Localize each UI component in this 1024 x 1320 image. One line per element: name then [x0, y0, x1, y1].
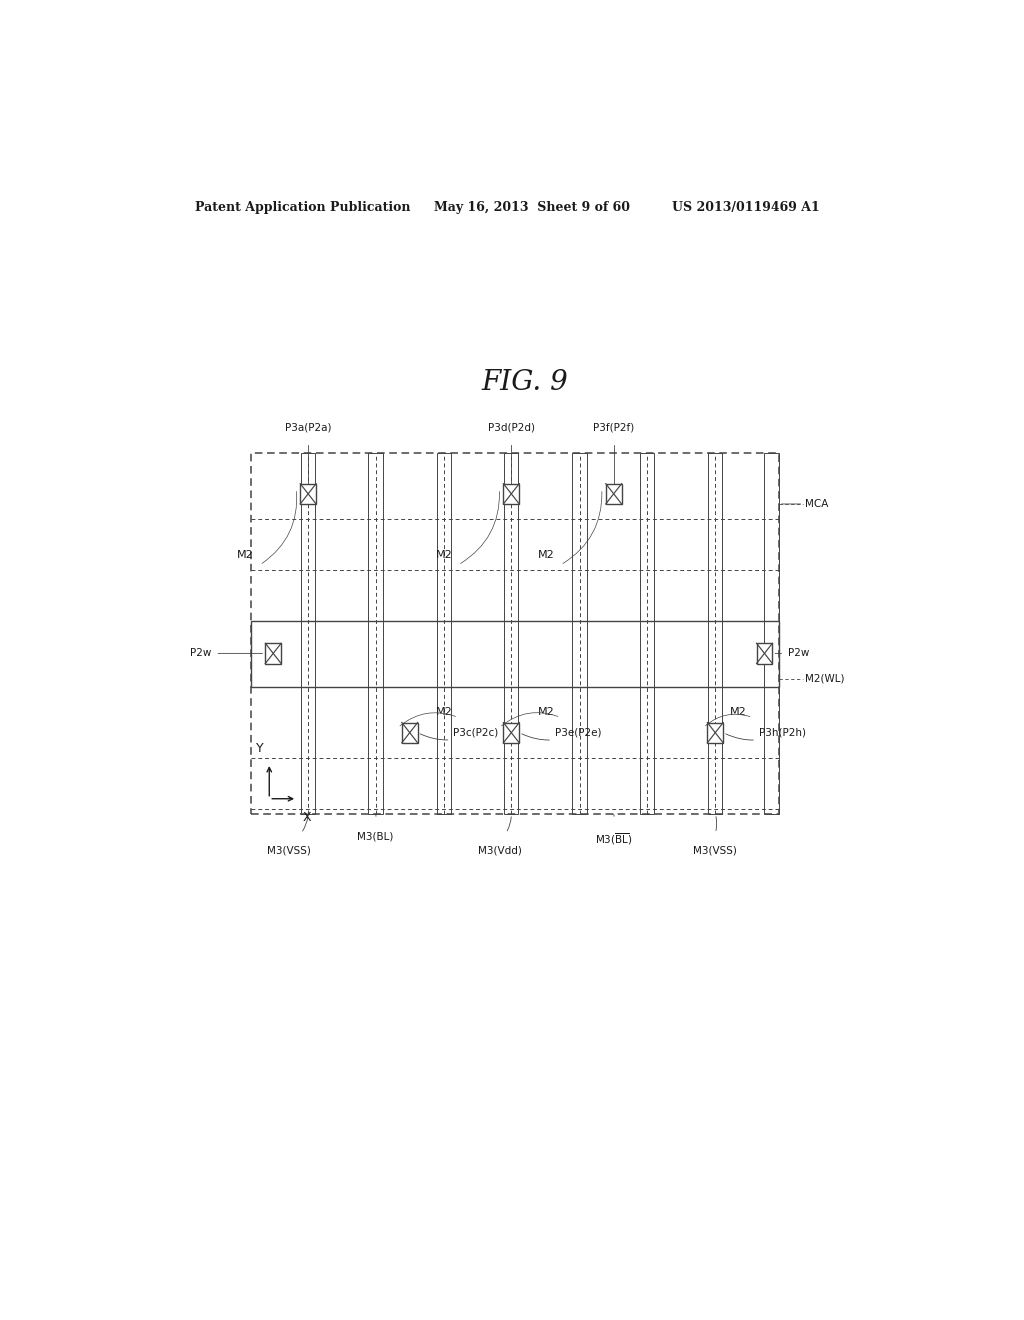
Text: P3d(P2d): P3d(P2d): [487, 422, 535, 433]
Bar: [504, 722, 519, 743]
Text: P2w: P2w: [190, 648, 211, 659]
Bar: [606, 483, 622, 504]
Bar: [300, 483, 316, 504]
Bar: [251, 453, 778, 814]
Bar: [504, 453, 518, 814]
Bar: [640, 453, 654, 814]
Text: M2: M2: [238, 550, 254, 560]
Text: M2: M2: [730, 708, 746, 717]
Text: P3a(P2a): P3a(P2a): [285, 422, 332, 433]
Text: Y: Y: [256, 742, 263, 755]
Text: M3(VSS): M3(VSS): [267, 846, 311, 855]
Text: May 16, 2013  Sheet 9 of 60: May 16, 2013 Sheet 9 of 60: [433, 201, 630, 214]
Text: P3h(P2h): P3h(P2h): [726, 727, 806, 741]
Bar: [301, 453, 315, 814]
Text: P2w: P2w: [788, 648, 810, 659]
Bar: [401, 722, 418, 743]
Text: M2(WL): M2(WL): [805, 673, 845, 684]
Bar: [369, 453, 383, 814]
Text: MCA: MCA: [805, 499, 828, 510]
Text: P3c(P2c): P3c(P2c): [420, 727, 499, 741]
Text: M3(BL): M3(BL): [357, 832, 394, 841]
Bar: [504, 483, 519, 504]
Text: P3f(P2f): P3f(P2f): [593, 422, 634, 433]
Text: FIG. 9: FIG. 9: [481, 368, 568, 396]
Bar: [709, 453, 722, 814]
Text: P3e(P2e): P3e(P2e): [522, 727, 601, 741]
Bar: [265, 643, 282, 664]
Bar: [765, 453, 779, 814]
Text: M2: M2: [435, 708, 453, 717]
Text: X: X: [302, 810, 311, 824]
Bar: [436, 453, 451, 814]
Bar: [572, 453, 587, 814]
Text: M2: M2: [435, 550, 453, 560]
Bar: [757, 643, 772, 664]
Text: US 2013/0119469 A1: US 2013/0119469 A1: [672, 201, 819, 214]
Text: M2: M2: [538, 708, 555, 717]
Text: Patent Application Publication: Patent Application Publication: [196, 201, 411, 214]
Text: M3($\overline{\mathrm{BL}}$): M3($\overline{\mathrm{BL}}$): [595, 832, 633, 847]
Text: M3(Vdd): M3(Vdd): [478, 846, 522, 855]
Text: M3(VSS): M3(VSS): [693, 846, 737, 855]
Bar: [251, 620, 778, 686]
Text: M2: M2: [538, 550, 555, 560]
Bar: [708, 722, 723, 743]
